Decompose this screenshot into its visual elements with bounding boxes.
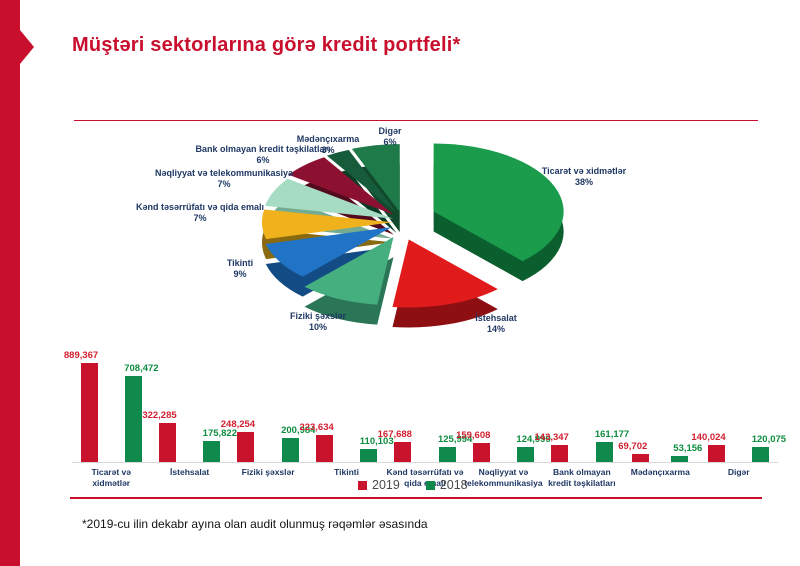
bar-2019	[316, 434, 334, 462]
bar-category-label: Mədənçıxarma	[630, 467, 690, 477]
pie-slice-label: Tikinti 9%	[226, 258, 254, 280]
bar-value-2018: 161,177	[594, 429, 630, 441]
bar-group: 248,254 200,984 Fiziki şəxslər	[221, 350, 316, 490]
bar-2018	[438, 446, 456, 462]
bar-value-2018: 124,999	[516, 433, 551, 445]
bar-2019	[708, 445, 726, 462]
bar-value-2018: 120,075	[751, 434, 787, 446]
bar-value-2019: 140,024	[691, 432, 726, 443]
pie-slice	[326, 149, 397, 214]
pie-slice-label: Fiziki şəxslər 10%	[289, 311, 347, 333]
pie-slice	[433, 143, 564, 262]
bar-value-2019: 889,367	[63, 350, 99, 361]
bar-group: 159,608 124,999 Nəqliyyat və telekommunika…	[456, 350, 551, 490]
bar-value-2019: 143,347	[534, 431, 569, 443]
pie-slice-label: İstehsalat 14%	[475, 313, 517, 335]
bar-value-2018: 110,103	[359, 435, 394, 447]
bar-2018	[203, 440, 221, 462]
bar-value-2019: 159,608	[456, 429, 491, 441]
bar-value-2019: 167,688	[377, 428, 412, 440]
bar-category-label: Bank olmayan kredit təşkilatları	[548, 467, 616, 488]
bar-value-2019: 223,634	[299, 421, 334, 433]
bar-category-label: İstehsalat	[170, 467, 210, 477]
legend-label: 2019	[372, 478, 400, 492]
pie-slice	[351, 144, 400, 213]
legend-item-2019: 2019	[358, 478, 400, 492]
bar-group: 322,285 175,822 İstehsalat	[142, 350, 237, 490]
bar-2018	[671, 455, 689, 462]
bar-category-label: Digər	[727, 467, 750, 477]
bar-category-label: Ticarət və xidmətlər	[91, 467, 131, 488]
bar-2019	[80, 363, 98, 462]
pie-slice	[392, 239, 498, 308]
page-title: Müştəri sektorlarına görə kredit portfel…	[72, 34, 461, 56]
bar-value-2018: 125,994	[437, 433, 473, 445]
pie-slice	[304, 237, 394, 305]
bar-category-label: Tikinti	[334, 467, 359, 477]
bar-2019	[632, 453, 650, 462]
bar-value-2018: 708,472	[124, 363, 159, 374]
bar-2019	[551, 444, 569, 462]
bar-2018	[517, 446, 535, 462]
bar-2018	[595, 442, 613, 462]
bar-value-2019: 322,285	[142, 409, 177, 421]
bar-2019	[237, 431, 255, 462]
bar-group: 69,702 53,156 Mədənçıxarma	[618, 350, 703, 490]
bar-chart: 889,367 708,472 Ticarət və xidmətlər 322,28…	[64, 350, 786, 490]
bar-2018	[124, 376, 142, 462]
bar-value-2019: 248,254	[220, 418, 256, 430]
bar-2018	[281, 437, 299, 462]
pie-slice	[288, 157, 394, 215]
bottom-divider	[70, 497, 762, 499]
bar-group: 223,634 110,103 Tikinti	[299, 350, 393, 490]
pie-slice-label: Kənd təsərrüfatı və qida emalı 7%	[135, 202, 265, 224]
bar-category-label: Fiziki şəxslər	[241, 467, 295, 477]
bar-value-2018: 200,984	[281, 424, 316, 436]
pie-chart	[262, 143, 564, 328]
left-accent-arrow-icon	[20, 30, 34, 64]
legend-label: 2018	[439, 478, 468, 492]
bar-category-label: Nəqliyyat və telekommunikasiya	[464, 467, 543, 488]
pie-slice-label: Nəqliyyat və telekommunikasiya 7%	[154, 168, 294, 190]
footnote: *2019-cu ilin dekabr ayına olan audit ol…	[82, 517, 428, 531]
bar-2019	[158, 422, 176, 462]
bar-2019	[394, 441, 412, 462]
bar-2019	[472, 442, 490, 462]
chart-legend: 2019 2018	[358, 478, 468, 492]
bar-group: 140,024 120,075 Digər	[691, 350, 786, 490]
pie-slice-label: Bank olmayan kredit təşkilatları 6%	[195, 144, 331, 166]
pie-slice-label: Digər 6%	[378, 126, 402, 148]
bar-value-2018: 175,822	[202, 427, 237, 439]
pie-slice	[262, 209, 393, 240]
top-divider	[74, 120, 758, 121]
legend-swatch-2018	[425, 480, 435, 490]
bar-group: 889,367 708,472 Ticarət və xidmətlər	[64, 350, 159, 490]
pie-slice-label: Ticarət və xidmətlər 38%	[541, 166, 627, 188]
bar-group: 143,347 161,177 Bank olmayan kredit təşkil…	[535, 350, 630, 490]
bar-2018	[752, 447, 770, 462]
pie-slice	[265, 178, 393, 219]
pie-slice-label: Mədənçıxarma 3%	[296, 134, 360, 156]
left-accent-band	[0, 0, 20, 566]
bar-value-2018: 53,156	[673, 442, 703, 454]
bar-category-label: Kənd təsərrüfatı və qida emalı	[386, 467, 464, 488]
legend-swatch-2019	[358, 480, 367, 490]
bar-axis-line	[72, 462, 778, 463]
bar-2018	[360, 448, 378, 462]
bar-group: 167,688 125,994 Kənd təsərrüfatı və qida e…	[378, 350, 473, 490]
pie-slice	[265, 227, 392, 277]
bar-value-2019: 69,702	[618, 440, 648, 452]
legend-item-2018: 2018	[425, 478, 468, 492]
